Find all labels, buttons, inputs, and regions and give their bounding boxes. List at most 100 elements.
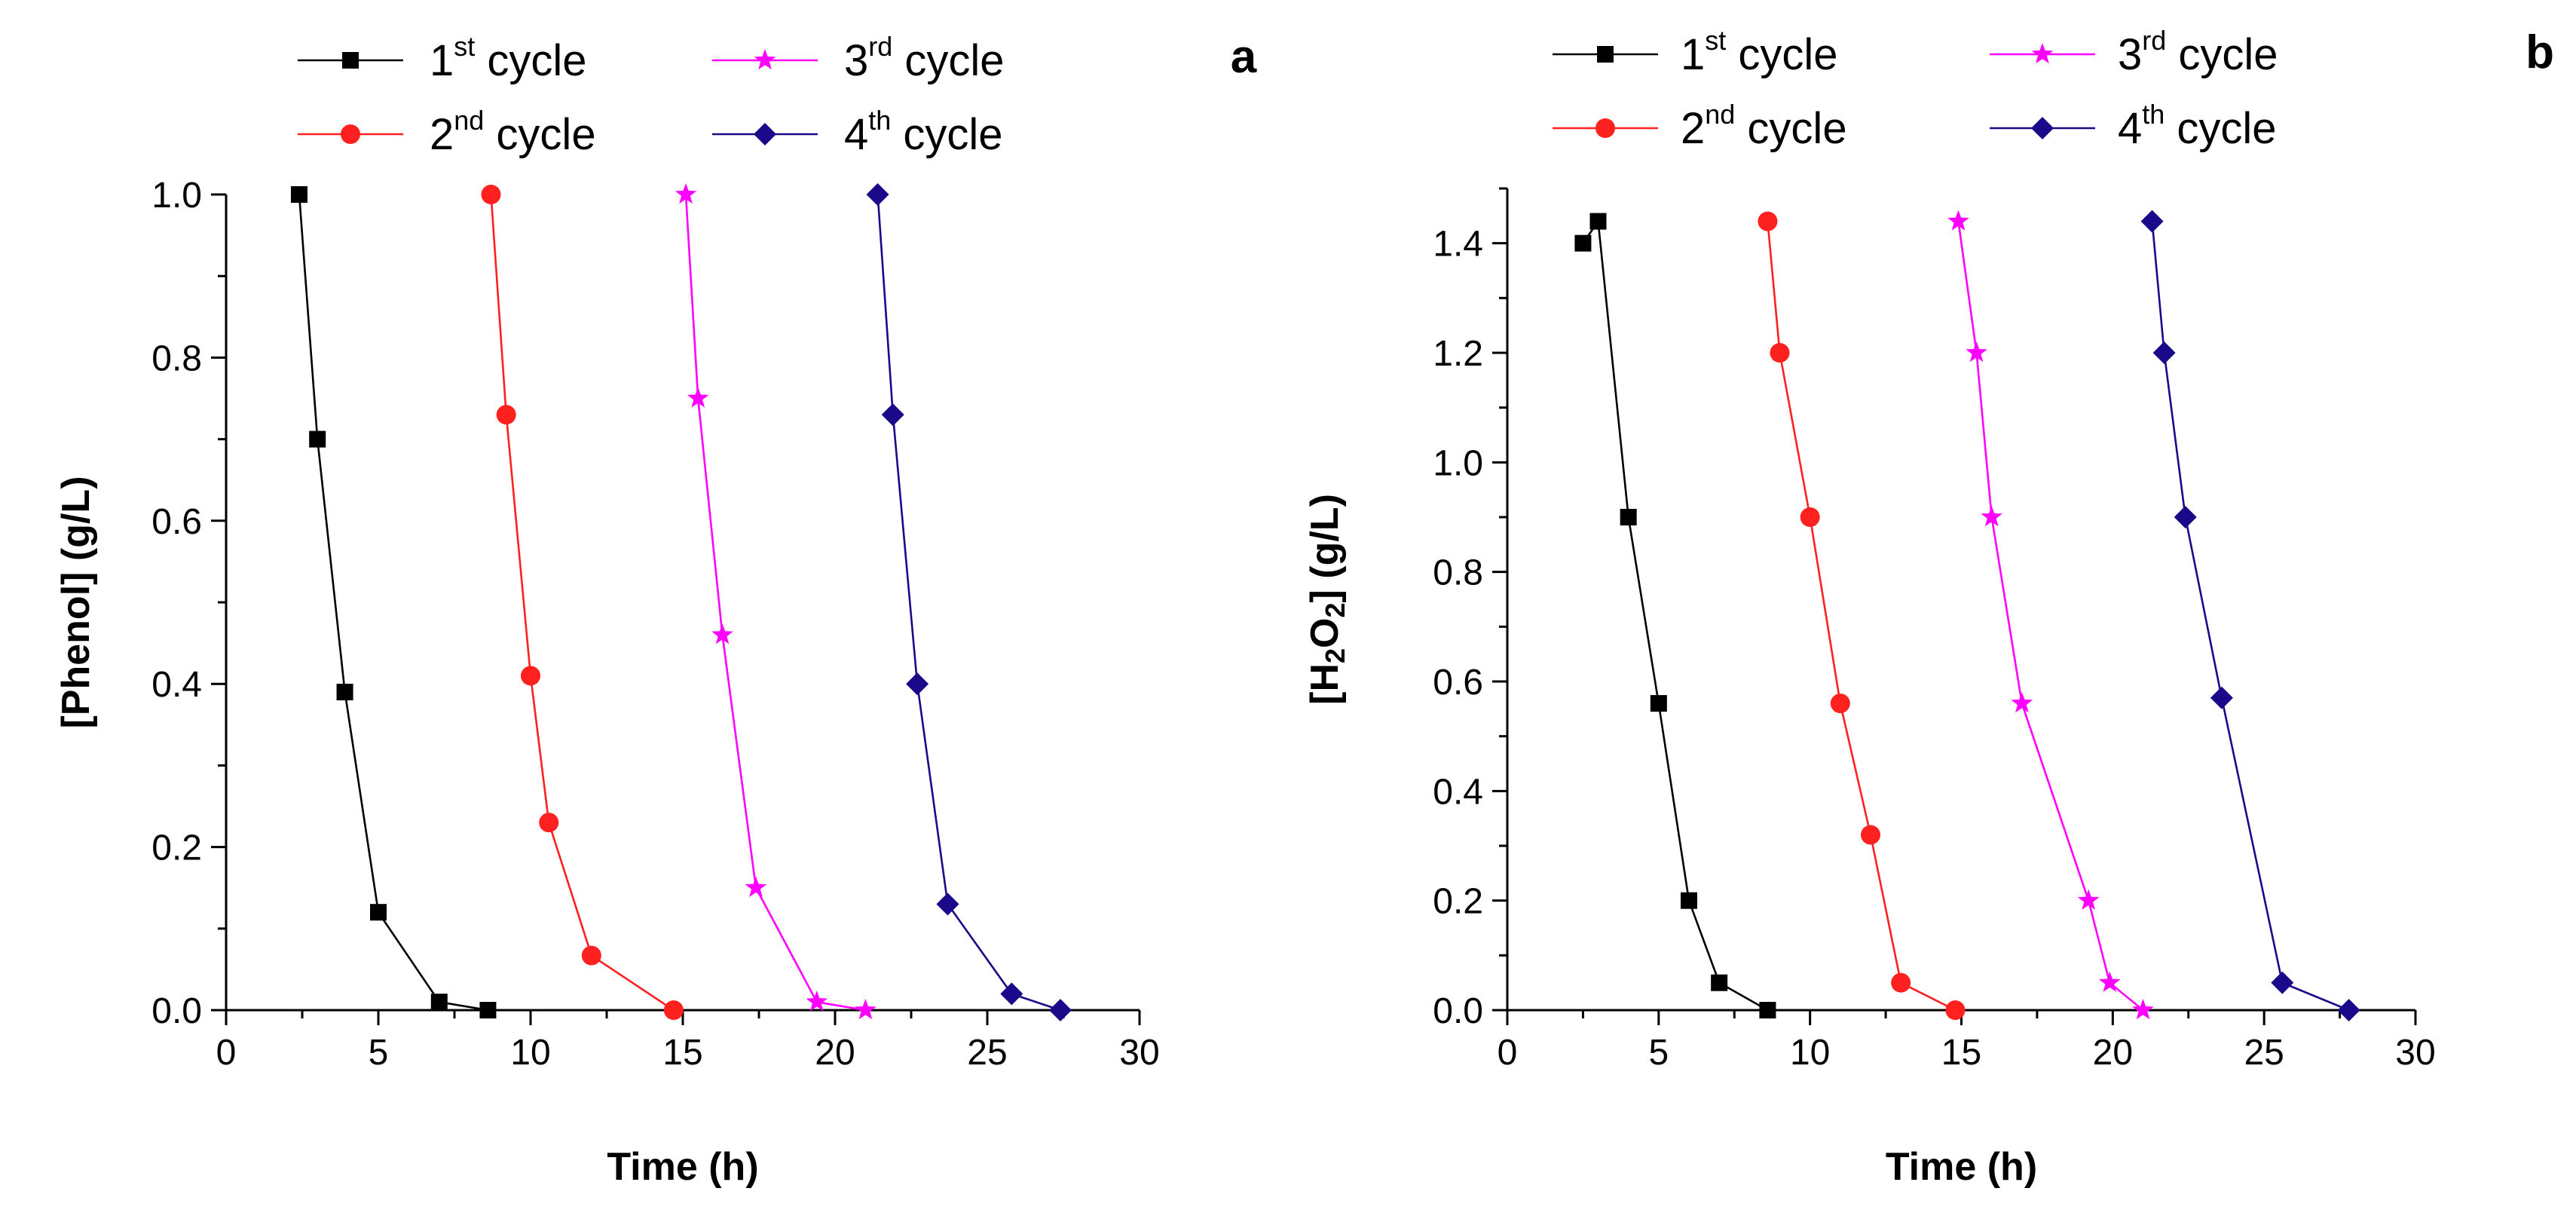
legend-label: 4th cycle — [844, 105, 1003, 159]
legend-label: 3rd cycle — [844, 31, 1005, 85]
data-point — [1861, 825, 1880, 845]
data-point — [675, 183, 697, 204]
panel-label: b — [2526, 26, 2554, 78]
legend-label: 3rd cycle — [2118, 25, 2278, 79]
data-point — [1574, 234, 1592, 252]
legend: 1st cycle 2nd cycle 3rd cycle 4th cycle — [298, 31, 1005, 159]
y-axis-title: [Phenol] (g/L) — [54, 476, 98, 728]
data-point — [1947, 210, 1969, 231]
series-line — [490, 194, 675, 1012]
x-tick-label: 25 — [2244, 1033, 2284, 1073]
y-tick-label: 0.6 — [151, 502, 202, 542]
legend-marker — [1595, 118, 1615, 138]
y-tick-label: 1.2 — [1433, 334, 1483, 374]
data-point — [2140, 210, 2164, 233]
data-point — [481, 185, 501, 204]
data-point — [1945, 1000, 1966, 1020]
series-4 — [866, 183, 1072, 1021]
data-point — [2077, 889, 2100, 910]
data-point — [687, 387, 709, 408]
series-3 — [1947, 210, 2154, 1020]
data-point — [866, 183, 889, 206]
y-axis-title: [H2O2] (g/L) — [1303, 494, 1351, 705]
data-point — [745, 876, 767, 897]
data-point — [855, 999, 877, 1020]
data-point — [1981, 506, 2002, 527]
data-point — [336, 684, 353, 701]
data-point — [290, 186, 307, 203]
legend-label: 4th cycle — [2118, 99, 2277, 153]
series-2 — [1758, 211, 1966, 1020]
data-point — [2011, 692, 2033, 713]
x-tick-label: 0 — [216, 1033, 237, 1073]
data-point — [2152, 341, 2176, 364]
legend-item: 2nd cycle — [298, 105, 596, 159]
data-point — [906, 672, 929, 696]
series-3 — [675, 183, 877, 1020]
x-tick-label: 30 — [2395, 1033, 2435, 1073]
series-line — [684, 194, 866, 1012]
y-tick-label: 0.2 — [151, 828, 202, 868]
data-point — [663, 1000, 684, 1020]
y-tick-label: 0.6 — [1433, 663, 1483, 703]
chart-panel-b: 0 5 10 15 20 25 30 0.0 0.2 0.4 0.6 0.8 1.0 1.2 1.4 Time… — [1303, 25, 2554, 1189]
y-tick-label: 0.0 — [151, 991, 202, 1031]
legend-label: 2nd cycle — [430, 105, 596, 159]
legend-marker — [754, 123, 776, 145]
panel-label: a — [1231, 31, 1257, 83]
legend-label: 1st cycle — [430, 31, 587, 85]
data-point — [1759, 1002, 1776, 1018]
series-1 — [290, 186, 497, 1018]
data-point — [1650, 695, 1667, 712]
legend-marker — [1597, 46, 1614, 63]
data-point — [1711, 974, 1728, 991]
legend-marker — [342, 52, 359, 69]
data-point — [2132, 999, 2154, 1020]
data-point — [430, 994, 448, 1011]
x-tick-label: 20 — [2093, 1033, 2133, 1073]
legend-item: 4th cycle — [1990, 99, 2277, 153]
data-point — [1048, 999, 1072, 1021]
x-axis-title: Time (h) — [607, 1145, 758, 1189]
data-point — [1681, 892, 1697, 909]
y-tick-label: 0.8 — [1433, 553, 1483, 593]
x-axis-title: Time (h) — [1886, 1145, 2037, 1189]
legend-item: 3rd cycle — [1990, 25, 2278, 79]
data-point — [521, 666, 540, 686]
legend-item: 3rd cycle — [712, 31, 1005, 85]
legend-item: 2nd cycle — [1553, 99, 1847, 153]
data-point — [1620, 509, 1637, 525]
data-point — [1589, 213, 1607, 230]
data-point — [370, 904, 387, 921]
data-point — [2337, 999, 2360, 1021]
data-point — [936, 893, 959, 916]
data-point — [806, 991, 828, 1012]
x-tick-label: 15 — [1941, 1033, 1981, 1073]
legend-label: 1st cycle — [1681, 25, 1838, 79]
chart-panel-a: 0 5 10 15 20 25 30 0.0 0.2 0.4 0.6 0.8 1.0 Time (h) [P… — [54, 31, 1257, 1189]
y-tick-label: 0.0 — [1433, 991, 1483, 1031]
legend-item: 1st cycle — [1553, 25, 1838, 79]
data-point — [2174, 506, 2197, 528]
y-tick-label: 0.2 — [1433, 882, 1483, 922]
data-point — [711, 623, 733, 645]
legend-marker — [754, 49, 776, 70]
legend-label: 2nd cycle — [1681, 99, 1847, 153]
data-point — [881, 403, 904, 427]
legend-item: 4th cycle — [712, 105, 1003, 159]
data-point — [309, 430, 326, 448]
y-tick-label: 0.4 — [1433, 772, 1483, 812]
x-tick-label: 5 — [369, 1033, 389, 1073]
data-point — [1830, 694, 1850, 714]
legend-marker — [2031, 117, 2054, 139]
x-tick-label: 5 — [1648, 1033, 1669, 1073]
y-tick-label: 0.8 — [151, 338, 202, 378]
x-tick-label: 10 — [1790, 1033, 1830, 1073]
legend-item: 1st cycle — [298, 31, 587, 85]
data-point — [1000, 982, 1023, 1006]
data-point — [2099, 971, 2121, 992]
x-tick-label: 10 — [510, 1033, 550, 1073]
series-1 — [1574, 213, 1776, 1018]
data-point — [1891, 972, 1911, 993]
